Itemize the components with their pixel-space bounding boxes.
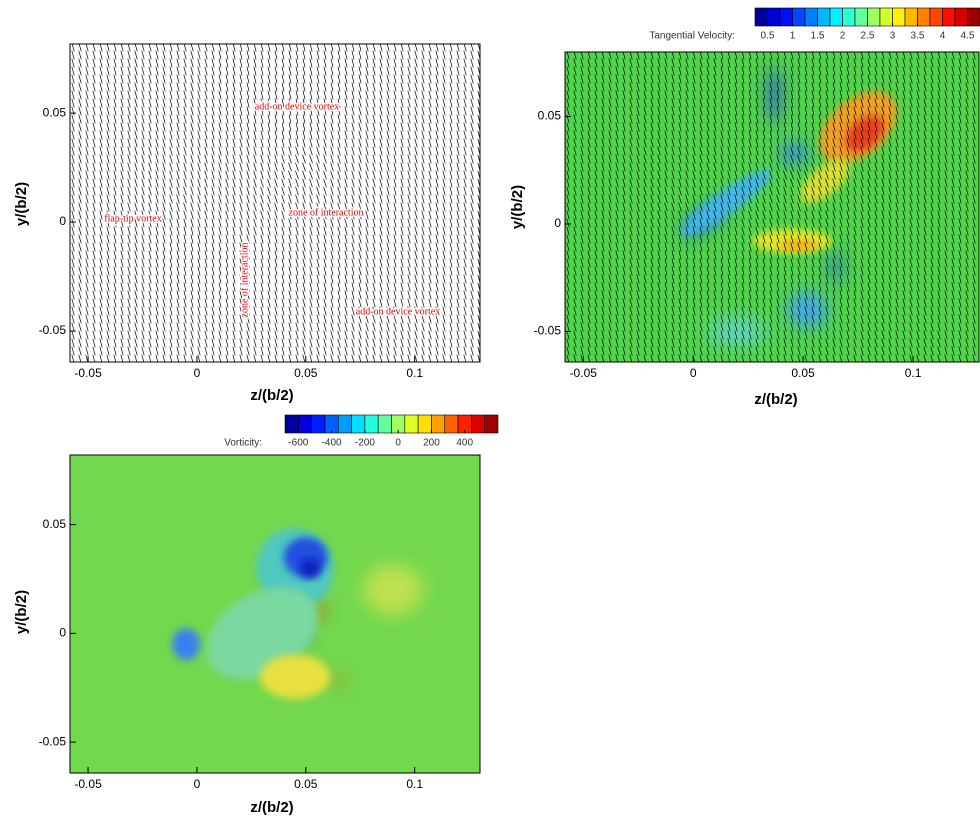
colorbar-cell: [918, 8, 931, 26]
colorbar-cell: [893, 8, 906, 26]
colorbar-tick-label: -600: [288, 438, 308, 449]
y-tick-label: -0.05: [39, 323, 67, 337]
y-tick-label: 0: [59, 626, 66, 640]
field-blob: [333, 676, 343, 686]
annotation: add-on device vortex: [255, 101, 339, 112]
y-tick-label: 0: [59, 214, 66, 228]
colorbar-cell: [471, 415, 484, 433]
field-blob: [788, 292, 828, 328]
field-blob: [363, 565, 423, 615]
y-axis-label: y/(b/2): [13, 590, 30, 634]
field-blob: [260, 655, 330, 699]
colorbar-tick-label: 4: [940, 31, 946, 42]
x-axis-label: z/(b/2): [250, 387, 293, 404]
x-tick-label: 0.05: [294, 366, 318, 380]
field-blob: [707, 317, 767, 345]
colorbar-tick-label: -400: [322, 438, 342, 449]
x-tick-label: 0.1: [406, 777, 423, 791]
colorbar-cell: [312, 415, 325, 433]
colorbar-tick-label: 200: [423, 438, 440, 449]
colorbar-cell: [352, 415, 365, 433]
plot-area: [70, 455, 480, 773]
x-tick-label: 0: [690, 366, 697, 380]
colorbar-tick-label: 400: [456, 438, 473, 449]
field: [300, 558, 320, 578]
colorbar-tick-label: 2.5: [861, 31, 875, 42]
colorbar-cell: [365, 415, 378, 433]
x-axis-label: z/(b/2): [754, 391, 797, 408]
colorbar-cell: [868, 8, 881, 26]
colorbar-cell: [780, 8, 793, 26]
y-axis-label: y/(b/2): [13, 182, 30, 226]
x-tick-label: 0: [194, 777, 201, 791]
colorbar-tick-label: 2: [840, 31, 846, 42]
colorbar-label: Tangential Velocity:: [649, 31, 735, 42]
field-blob: [300, 558, 320, 578]
colorbar-cell: [968, 8, 980, 26]
annotation: zone of interaction: [289, 207, 364, 218]
y-axis-label: y/(b/2): [509, 185, 526, 229]
colorbar-cell: [405, 415, 418, 433]
colorbar-cell: [485, 415, 498, 433]
colorbar-cell: [793, 8, 806, 26]
colorbar-tick-label: -200: [355, 438, 375, 449]
colorbar-cell: [905, 8, 918, 26]
colorbar-cell: [445, 415, 458, 433]
y-tick-label: -0.05: [39, 734, 67, 748]
x-tick-label: 0.05: [294, 777, 318, 791]
colorbar-tick-label: 1.5: [811, 31, 825, 42]
y-tick-label: 0.05: [43, 517, 67, 531]
colorbar-cell: [298, 415, 311, 433]
colorbar-cell: [768, 8, 781, 26]
field-blob: [172, 628, 200, 660]
colorbar-cell: [418, 415, 431, 433]
colorbar-cell: [818, 8, 831, 26]
x-tick-label: -0.05: [570, 366, 598, 380]
colorbar-tick-label: 0.5: [761, 31, 775, 42]
annotation: zone of interaction: [239, 243, 250, 318]
figure: -0.0500.050.1-0.0500.05z/(b/2)y/(b/2)add…: [0, 0, 980, 825]
field: [260, 655, 330, 699]
colorbar-cell: [830, 8, 843, 26]
field: [172, 628, 200, 660]
x-tick-label: 0.05: [791, 366, 815, 380]
colorbar-cell: [755, 8, 768, 26]
colorbar-cell: [805, 8, 818, 26]
plot-area: [565, 51, 979, 364]
colorbar-cell: [880, 8, 893, 26]
colorbar-cell: [943, 8, 956, 26]
y-tick-label: -0.05: [534, 324, 562, 338]
colorbar-cell: [930, 8, 943, 26]
colorbar-cell: [955, 8, 968, 26]
y-tick-label: 0.05: [43, 105, 67, 119]
colorbar-cell: [338, 415, 351, 433]
colorbar-tick-label: 4.5: [961, 31, 975, 42]
colorbar-cell: [378, 415, 391, 433]
field-blob: [780, 143, 808, 163]
colorbar-tick-label: 0: [395, 438, 401, 449]
annotation: add-on device vortex: [356, 306, 440, 317]
colorbar-tick-label: 1: [790, 31, 796, 42]
x-tick-label: -0.05: [74, 777, 102, 791]
y-tick-label: 0: [554, 216, 561, 230]
colorbar-cell: [855, 8, 868, 26]
colorbar-cell: [431, 415, 444, 433]
x-tick-label: 0.1: [905, 366, 922, 380]
annotation: flap-tip vortex: [104, 213, 161, 224]
colorbar-cell: [285, 415, 298, 433]
y-tick-label: 0.05: [538, 109, 562, 123]
colorbar-tick-label: 3: [890, 31, 896, 42]
x-tick-label: 0: [194, 366, 201, 380]
colorbar-label: Vorticity:: [224, 438, 262, 449]
field-blob: [831, 251, 841, 283]
x-tick-label: -0.05: [74, 366, 102, 380]
colorbar-tick-label: 3.5: [911, 31, 925, 42]
x-axis-label: z/(b/2): [250, 799, 293, 816]
colorbar-cell: [843, 8, 856, 26]
x-tick-label: 0.1: [406, 366, 423, 380]
